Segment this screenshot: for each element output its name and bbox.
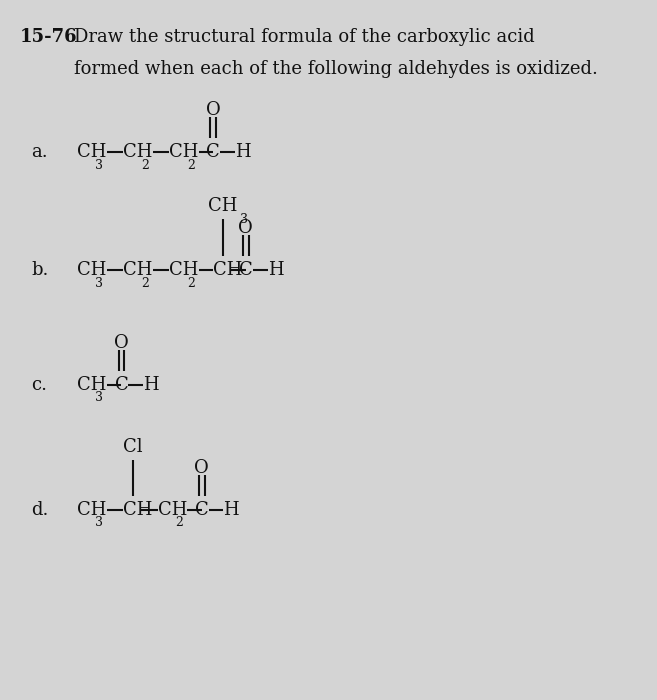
Text: O: O bbox=[114, 334, 129, 352]
Text: H: H bbox=[143, 376, 159, 393]
Text: O: O bbox=[238, 220, 253, 237]
Text: c.: c. bbox=[32, 376, 47, 393]
Text: O: O bbox=[194, 459, 209, 477]
Text: CH: CH bbox=[123, 500, 152, 519]
Text: d.: d. bbox=[32, 500, 49, 519]
Text: CH: CH bbox=[213, 261, 242, 279]
Text: 3: 3 bbox=[240, 213, 248, 226]
Text: H: H bbox=[235, 143, 250, 161]
Text: 2: 2 bbox=[175, 517, 183, 529]
Text: 3: 3 bbox=[95, 517, 103, 529]
Text: H: H bbox=[223, 500, 239, 519]
Text: 3: 3 bbox=[95, 276, 103, 290]
Text: H: H bbox=[267, 261, 283, 279]
Text: 3: 3 bbox=[95, 391, 103, 405]
Text: CH: CH bbox=[158, 500, 187, 519]
Text: C: C bbox=[239, 261, 253, 279]
Text: CH: CH bbox=[169, 143, 198, 161]
Text: 15-76: 15-76 bbox=[20, 29, 78, 46]
Text: C: C bbox=[194, 500, 208, 519]
Text: C: C bbox=[206, 143, 220, 161]
Text: a.: a. bbox=[32, 143, 48, 161]
Text: Draw the structural formula of the carboxylic acid: Draw the structural formula of the carbo… bbox=[74, 29, 535, 46]
Text: 2: 2 bbox=[141, 159, 148, 172]
Text: CH: CH bbox=[78, 261, 106, 279]
Text: 3: 3 bbox=[95, 159, 103, 172]
Text: CH: CH bbox=[123, 143, 152, 161]
Text: 2: 2 bbox=[187, 276, 194, 290]
Text: b.: b. bbox=[32, 261, 49, 279]
Text: CH: CH bbox=[78, 143, 106, 161]
Text: CH: CH bbox=[169, 261, 198, 279]
Text: 2: 2 bbox=[141, 276, 148, 290]
Text: C: C bbox=[114, 376, 128, 393]
Text: Cl: Cl bbox=[123, 438, 143, 456]
Text: CH: CH bbox=[208, 197, 238, 215]
Text: CH: CH bbox=[78, 376, 106, 393]
Text: O: O bbox=[206, 102, 221, 120]
Text: 2: 2 bbox=[187, 159, 194, 172]
Text: CH: CH bbox=[78, 500, 106, 519]
Text: formed when each of the following aldehydes is oxidized.: formed when each of the following aldehy… bbox=[74, 60, 599, 78]
Text: CH: CH bbox=[123, 261, 152, 279]
